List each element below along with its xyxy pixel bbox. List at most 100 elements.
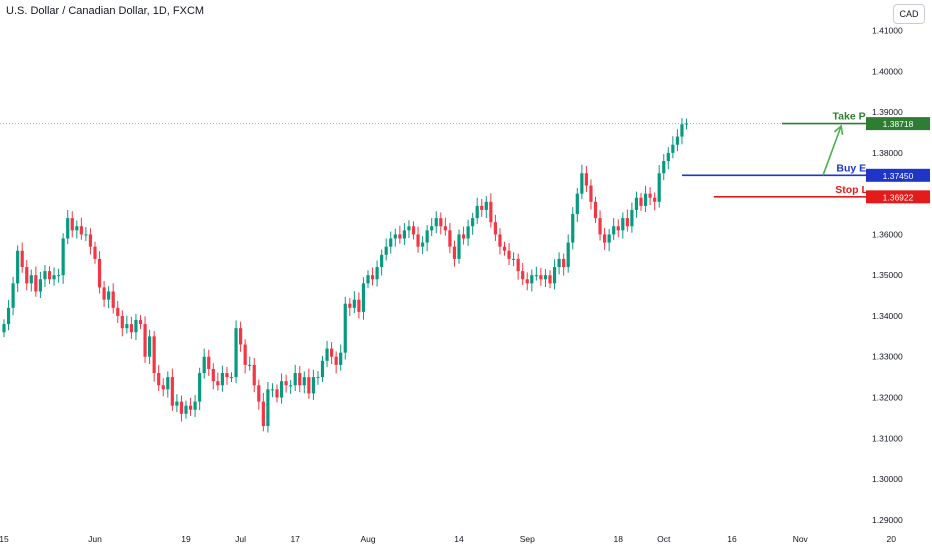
candle-body <box>580 173 584 194</box>
candle-body <box>170 377 174 406</box>
candle <box>220 365 224 392</box>
candle-body <box>680 124 684 137</box>
candle <box>607 229 611 252</box>
candle-body <box>489 201 493 223</box>
candle <box>61 233 65 284</box>
candle-body <box>361 283 366 312</box>
candle-body <box>448 230 452 247</box>
candle <box>261 393 265 432</box>
candle <box>138 315 143 330</box>
candle-body <box>366 275 370 284</box>
candle-body <box>521 271 525 280</box>
candle <box>279 373 284 404</box>
candle-body <box>88 234 93 247</box>
candle <box>88 228 93 255</box>
candle <box>416 226 420 253</box>
price-tick-label: 1.35000 <box>872 270 903 280</box>
candle-body <box>148 336 152 357</box>
time-tick-label: Jul <box>235 534 246 544</box>
candle-body <box>684 123 689 125</box>
candle <box>425 225 429 252</box>
candle-body <box>630 209 634 227</box>
candle <box>20 242 24 273</box>
currency-button[interactable]: CAD <box>893 4 925 24</box>
candle-body <box>607 234 611 243</box>
candle-body <box>425 230 429 243</box>
candle <box>366 270 370 289</box>
candle-body <box>293 373 297 386</box>
candle <box>348 298 352 316</box>
candle <box>239 321 243 352</box>
candle-body <box>443 226 447 231</box>
candle-body <box>125 324 129 329</box>
candle <box>175 394 179 413</box>
price-axis-panel[interactable] <box>866 0 932 550</box>
candle <box>452 240 457 267</box>
time-axis-ticks: 15Jun19Jul17Aug14Sep18Oct16Nov20De <box>0 534 932 544</box>
projection-arrow <box>822 124 844 176</box>
candle-body <box>598 218 602 235</box>
candle-body <box>548 275 552 284</box>
candle-body <box>289 385 293 387</box>
candle-body <box>225 373 229 378</box>
candle <box>639 192 643 211</box>
candle <box>47 266 52 285</box>
time-tick-label: 14 <box>454 534 464 544</box>
candle-body <box>525 279 529 284</box>
candle <box>457 229 461 264</box>
candle <box>293 364 297 391</box>
candle-body <box>302 377 306 386</box>
candle <box>148 329 152 365</box>
candle <box>502 241 507 256</box>
candle-body <box>239 328 243 345</box>
candle-body <box>61 238 65 276</box>
candle-body <box>384 246 388 255</box>
candle <box>234 320 238 384</box>
candle <box>571 207 575 250</box>
candle <box>402 223 406 246</box>
candle-body <box>566 242 570 268</box>
candle-body <box>266 389 270 427</box>
candle-body <box>75 226 79 231</box>
candle-body <box>16 250 20 284</box>
candle <box>489 193 493 228</box>
candle <box>539 267 543 286</box>
candle-body <box>248 364 252 366</box>
candle <box>289 379 293 394</box>
candle-body <box>666 152 670 162</box>
candle <box>389 231 393 254</box>
candle <box>507 242 511 265</box>
candle <box>612 218 616 241</box>
candle <box>252 357 256 393</box>
candle <box>603 227 607 250</box>
candle <box>516 253 520 280</box>
candle <box>161 378 165 397</box>
candle-body <box>639 197 643 206</box>
time-axis-panel[interactable] <box>0 530 866 550</box>
candle-body <box>375 267 379 280</box>
candle <box>207 349 211 376</box>
candle-body <box>316 377 320 379</box>
candle-body <box>129 324 133 333</box>
candle <box>475 197 479 224</box>
candle <box>334 351 338 374</box>
candle <box>29 269 33 292</box>
time-tick-label: Aug <box>360 534 375 544</box>
candle <box>434 211 438 234</box>
candle-body <box>512 258 516 260</box>
time-tick-label: 19 <box>181 534 191 544</box>
candle <box>411 221 416 240</box>
candle <box>598 210 602 241</box>
candle <box>16 245 20 292</box>
candle <box>589 179 593 210</box>
candle-body <box>29 275 33 284</box>
candle-body <box>284 381 288 386</box>
candle <box>512 252 516 267</box>
candle <box>466 219 470 246</box>
candle-body <box>252 364 256 386</box>
candle-body <box>584 173 588 186</box>
time-tick-label: Oct <box>657 534 671 544</box>
candle <box>184 400 188 419</box>
candle-body <box>25 267 29 284</box>
